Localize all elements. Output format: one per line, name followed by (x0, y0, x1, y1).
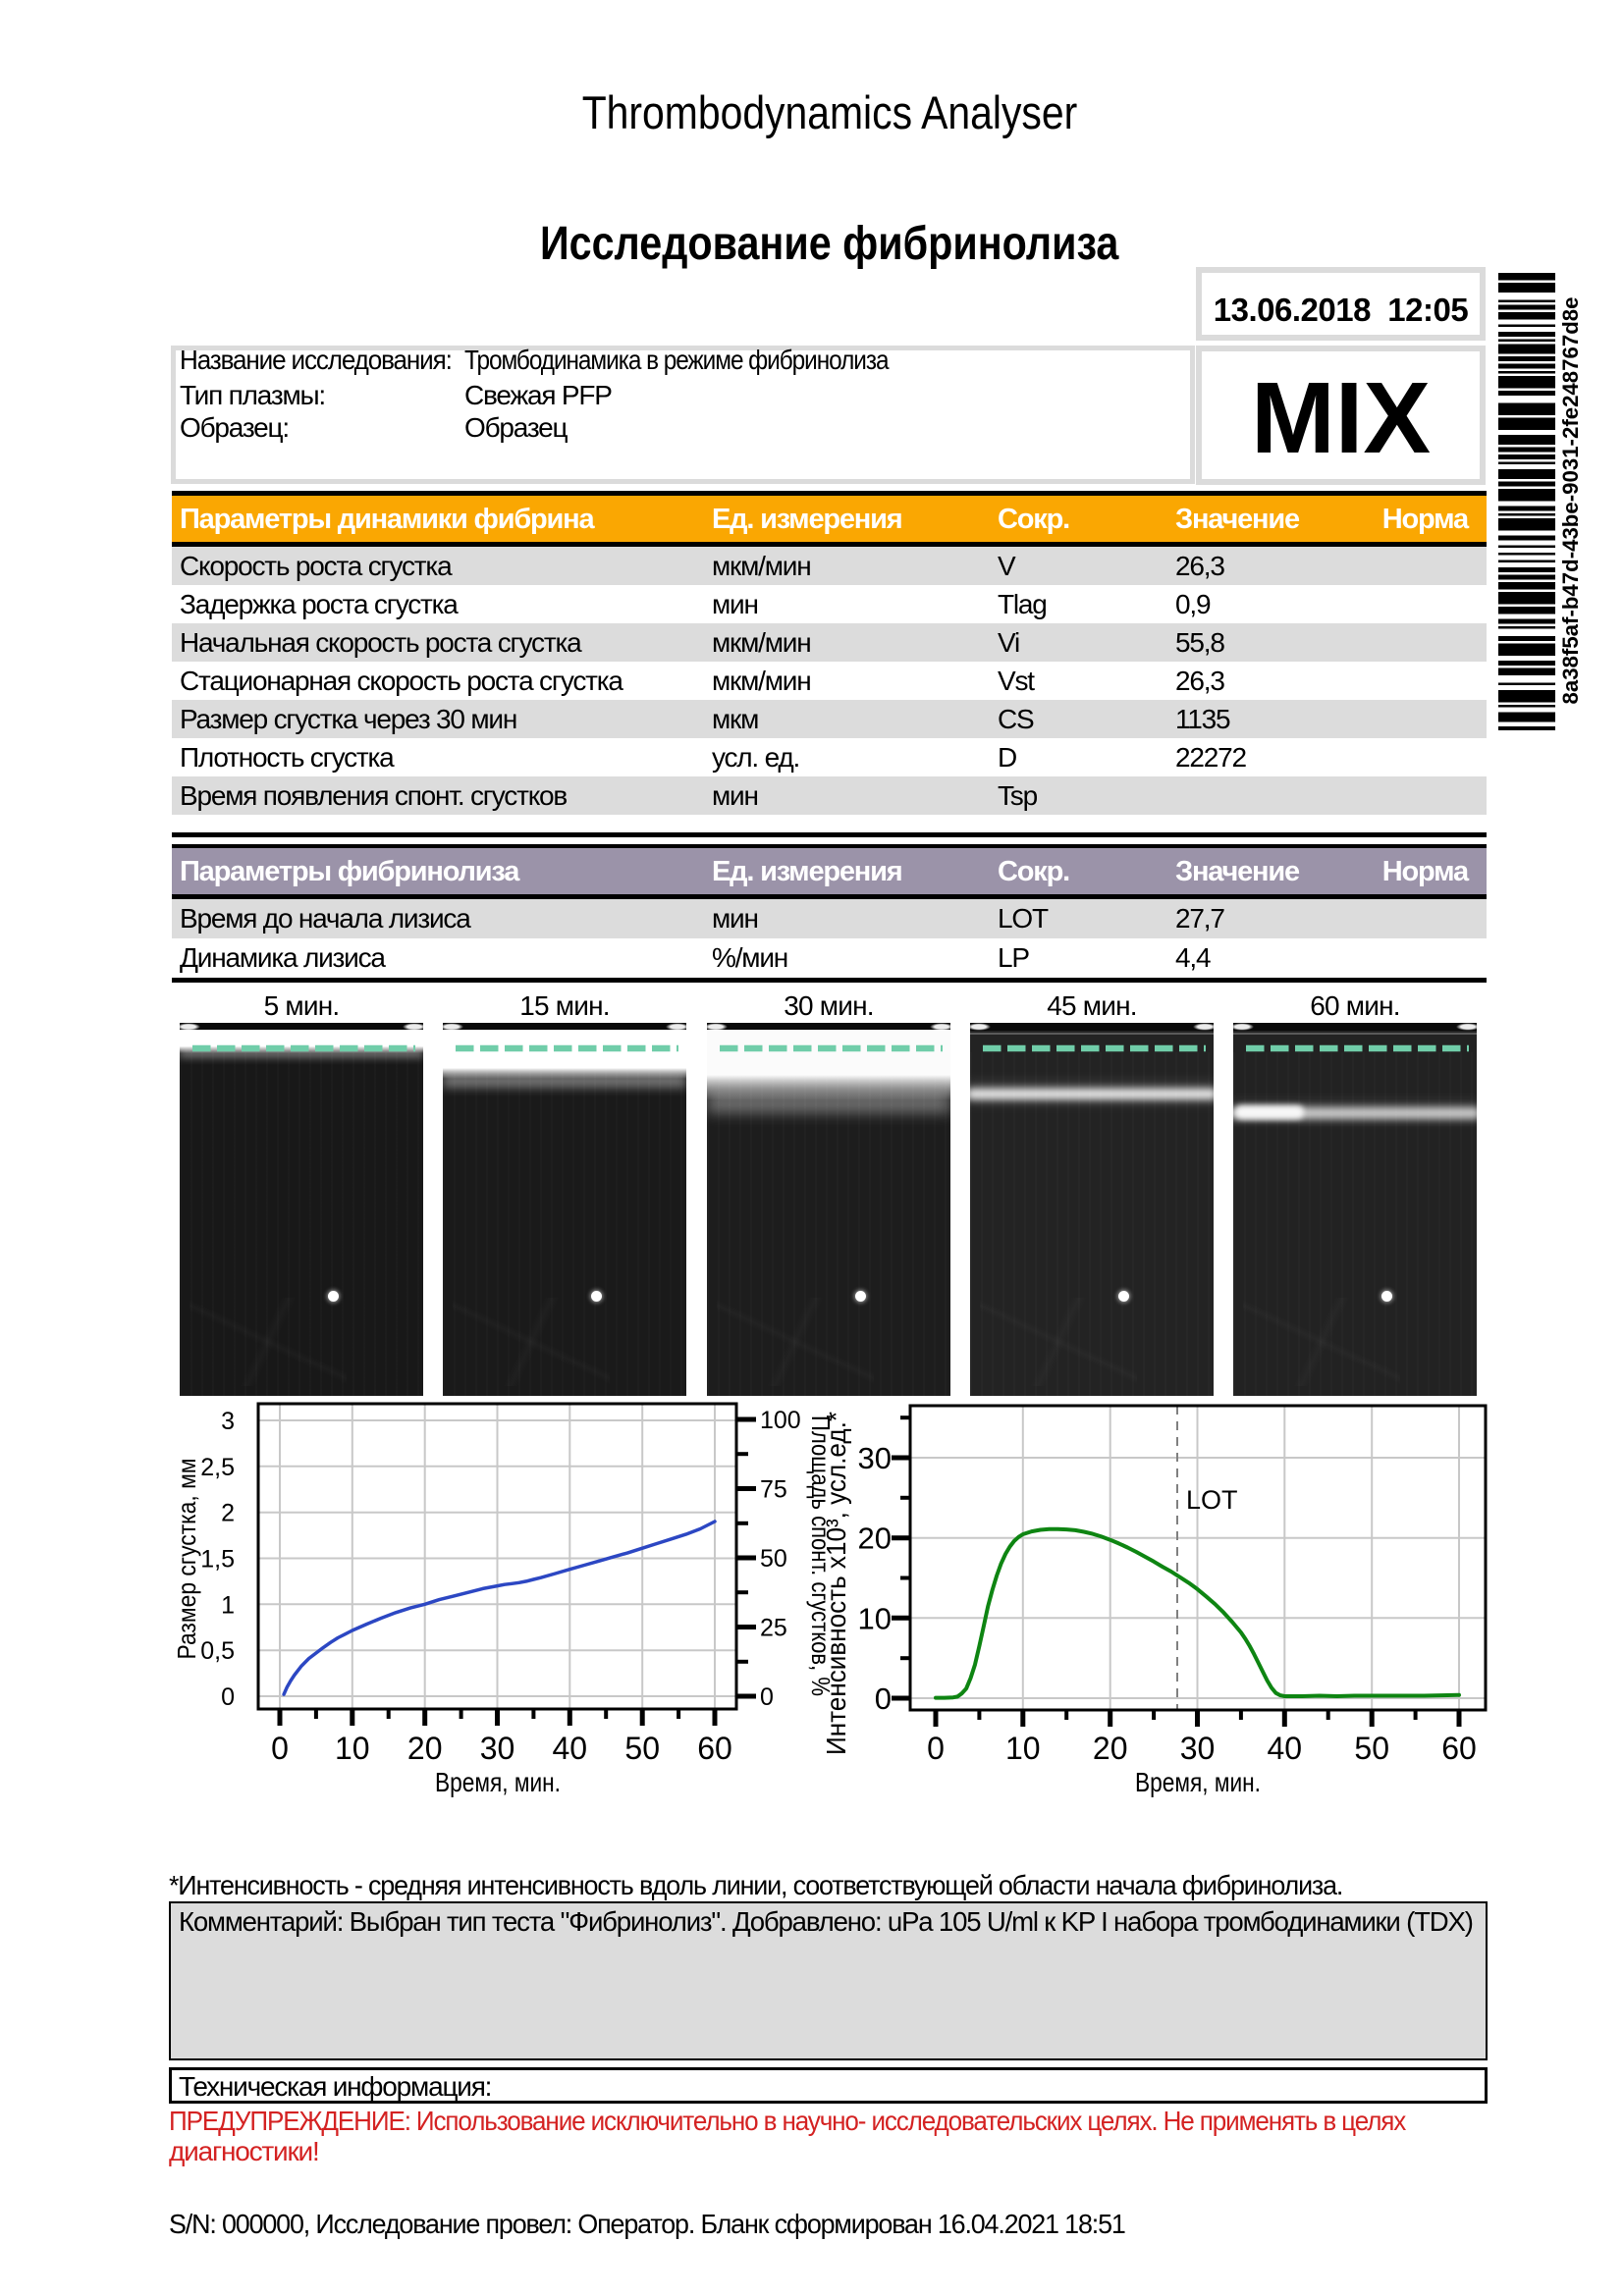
svg-text:0: 0 (271, 1731, 289, 1766)
svg-text:1,5: 1,5 (200, 1546, 235, 1574)
svg-text:0: 0 (875, 1682, 892, 1716)
svg-text:60: 60 (697, 1731, 732, 1766)
svg-text:LOT: LOT (1186, 1485, 1238, 1515)
svg-text:75: 75 (760, 1476, 787, 1504)
svg-text:10: 10 (335, 1731, 370, 1766)
svg-text:2,5: 2,5 (200, 1454, 235, 1481)
svg-text:8a38f5af-b47d-43be-9031-2fe248: 8a38f5af-b47d-43be-9031-2fe248767d8e (1558, 297, 1583, 705)
svg-text:50: 50 (760, 1545, 787, 1573)
svg-text:0: 0 (760, 1683, 774, 1711)
svg-text:0: 0 (927, 1731, 945, 1766)
svg-text:1: 1 (221, 1591, 235, 1619)
svg-text:2: 2 (221, 1500, 235, 1527)
svg-text:0,5: 0,5 (200, 1637, 235, 1665)
svg-text:60: 60 (1441, 1731, 1477, 1766)
svg-text:50: 50 (624, 1731, 660, 1766)
svg-text:30: 30 (1180, 1731, 1216, 1766)
svg-text:Время, мин.: Время, мин. (1135, 1767, 1261, 1797)
svg-text:20: 20 (1093, 1731, 1128, 1766)
svg-text:40: 40 (553, 1731, 588, 1766)
svg-text:Интенсивность x10³, усл.ед.*: Интенсивность x10³, усл.ед.* (821, 1412, 851, 1755)
svg-text:3: 3 (221, 1408, 235, 1435)
svg-text:20: 20 (407, 1731, 443, 1766)
svg-text:10: 10 (1005, 1731, 1041, 1766)
svg-text:30: 30 (858, 1441, 892, 1475)
svg-text:Площадь спонт. сгустков, %: Площадь спонт. сгустков, % (806, 1415, 836, 1696)
svg-text:0: 0 (221, 1683, 235, 1711)
svg-text:40: 40 (1268, 1731, 1303, 1766)
svg-text:30: 30 (480, 1731, 515, 1766)
svg-text:20: 20 (858, 1522, 892, 1556)
svg-text:100: 100 (760, 1407, 801, 1434)
svg-text:Время, мин.: Время, мин. (435, 1767, 561, 1797)
svg-text:10: 10 (858, 1601, 892, 1635)
svg-text:25: 25 (760, 1615, 787, 1642)
svg-text:50: 50 (1354, 1731, 1389, 1766)
svg-text:Размер сгустка, мм: Размер сгустка, мм (172, 1459, 201, 1660)
